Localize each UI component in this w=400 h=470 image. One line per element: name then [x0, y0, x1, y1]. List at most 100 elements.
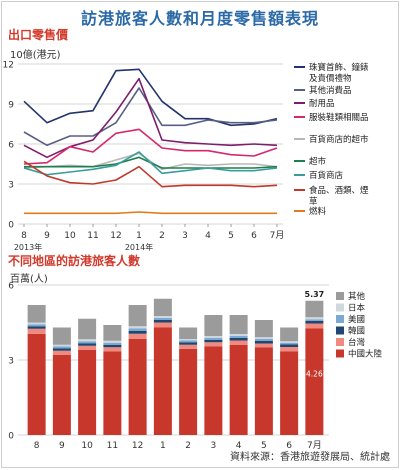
legend-label: 韓國	[348, 326, 365, 337]
x-tick-label: 1	[136, 231, 142, 241]
legend-label: 燃料	[309, 206, 327, 217]
bar-segment	[103, 344, 122, 348]
bar-segment	[229, 336, 248, 338]
bar-segment	[153, 298, 172, 316]
bar-segment	[103, 342, 122, 345]
x-tick-label: 5	[261, 441, 267, 451]
bar-segment	[78, 350, 97, 435]
bar-segment	[27, 305, 46, 323]
series-line	[24, 211, 277, 215]
legend-label: 美國	[348, 314, 365, 325]
x-tick-label: 7月	[307, 440, 322, 451]
y-tick-label: 0	[8, 432, 14, 442]
bar-segment	[27, 324, 46, 327]
bar-segment	[103, 325, 122, 341]
bar-segment	[229, 338, 248, 341]
bar-segment	[27, 333, 46, 435]
x-tick-label: 1	[160, 441, 166, 451]
bar-segment	[78, 343, 97, 346]
legend-label: 中國大陸	[348, 349, 383, 360]
bar-segment	[204, 337, 223, 340]
x-tick-label: 6	[286, 441, 292, 451]
bar-segment	[153, 318, 172, 320]
bar-segment	[128, 330, 147, 334]
bar-segment	[254, 341, 273, 344]
mainland-annotation: 4.26	[306, 369, 323, 378]
bar-segment	[254, 339, 273, 341]
legend-label: 其他	[348, 291, 366, 302]
year-label: 2014年	[125, 242, 153, 252]
bar-segment	[280, 344, 299, 347]
legend-label: 服裝鞋類相關品	[309, 112, 369, 123]
year-label: 2013年	[14, 242, 42, 252]
x-tick-label: 6	[251, 231, 257, 241]
legend-label: 日本	[348, 303, 366, 314]
series-line	[23, 77, 278, 159]
x-tick-label: 4	[236, 441, 242, 451]
bar-segment	[27, 328, 46, 334]
bar-segment	[305, 319, 324, 321]
bar-segment	[305, 317, 324, 320]
bar-segment	[52, 346, 71, 349]
x-tick-label: 10	[64, 231, 76, 241]
bar-chart-title: 不同地區的訪港旅客人數	[8, 254, 141, 268]
bar-segment	[27, 322, 46, 325]
bar-segment	[179, 339, 198, 341]
bar-segment	[305, 323, 324, 329]
bar-segment	[305, 300, 324, 318]
x-tick-label: 3	[211, 441, 217, 451]
legend-label: 耐用品	[309, 98, 335, 109]
y-tick-label: 0	[8, 221, 14, 231]
bar-segment	[280, 351, 299, 435]
bar-segment	[128, 338, 147, 435]
x-tick-label: 10	[81, 441, 93, 451]
bar-segment	[305, 321, 324, 324]
x-tick-label: 2	[159, 231, 165, 241]
legend-swatch	[336, 349, 344, 358]
x-tick-label: 3	[182, 231, 188, 241]
source-note: 資料來源：香港旅遊發展局、統計處	[230, 452, 390, 463]
y-tick-label: 3	[8, 181, 14, 191]
bar-segment	[254, 337, 273, 339]
legend-label: 百貨商店的超市	[309, 134, 369, 145]
x-tick-label: 8	[21, 231, 27, 241]
series-line	[23, 68, 278, 127]
legend-swatch	[336, 326, 344, 335]
bar-segment	[153, 327, 172, 435]
series-line	[23, 160, 278, 188]
bar-segment	[103, 340, 122, 343]
x-tick-label: 12	[110, 231, 121, 241]
legend-label: 百貨商店	[309, 170, 344, 181]
bar-chart-ylabel: 百萬(人)	[10, 274, 48, 285]
bar-segment	[128, 328, 147, 331]
line-chart-title: 出口零售價	[8, 28, 69, 42]
bar-segment	[204, 315, 223, 336]
bar-segment	[128, 333, 147, 339]
bar-segment	[280, 327, 299, 342]
total-annotation: 5.37	[305, 290, 325, 299]
bar-segment	[280, 342, 299, 345]
bar-segment	[204, 346, 223, 435]
bar-segment	[78, 318, 97, 340]
bar-segment	[179, 342, 198, 345]
bar-segment	[179, 348, 198, 435]
legend-label: 台灣	[348, 337, 366, 348]
bar-segment	[229, 345, 248, 435]
bar-segment	[52, 344, 71, 347]
bar-segment	[153, 320, 172, 323]
legend-label: 食品、酒類、煙草	[309, 185, 369, 207]
bar-chart: 036891011121234567月2013年2014年5.374.26其他日…	[8, 282, 383, 453]
x-tick-label: 4	[205, 231, 211, 241]
legend-swatch	[336, 292, 344, 300]
series-line	[23, 151, 278, 176]
y-tick-label: 9	[8, 101, 14, 111]
legend-label: 其他消費品	[309, 85, 352, 96]
x-tick-label: 12	[132, 441, 143, 451]
bar-segment	[128, 326, 147, 329]
legend-swatch	[336, 303, 344, 312]
bar-segment	[179, 340, 198, 343]
bar-segment	[103, 351, 122, 435]
legend-swatch	[336, 315, 344, 323]
y-tick-label: 12	[3, 61, 14, 71]
